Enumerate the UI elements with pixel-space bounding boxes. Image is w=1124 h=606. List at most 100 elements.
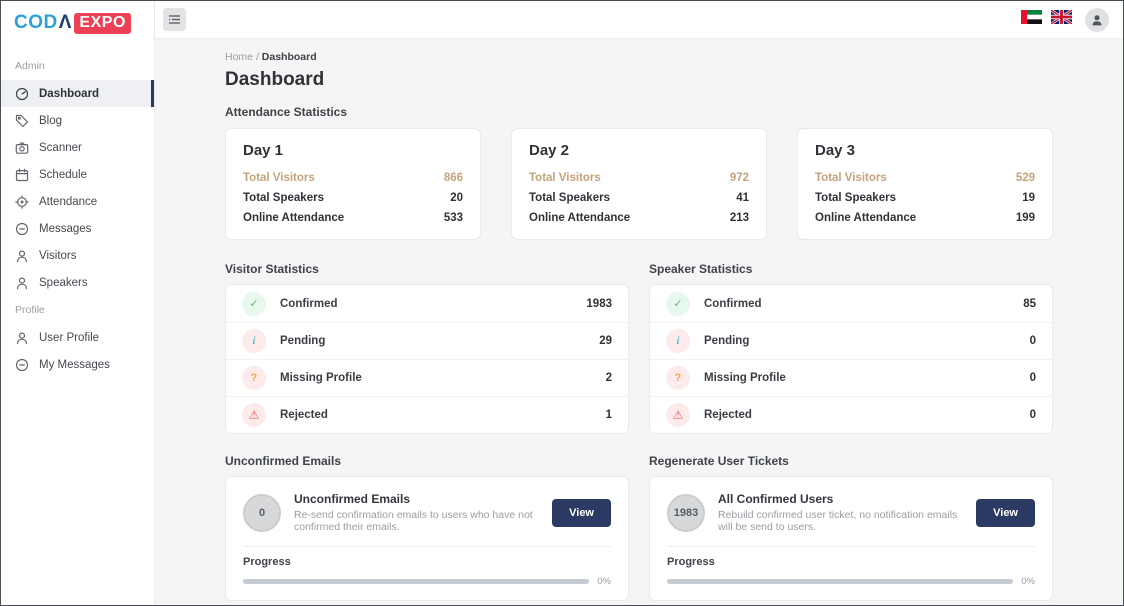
action-section: Unconfirmed Emails 0 Unconfirmed Emails … — [225, 454, 1053, 601]
sidebar-item-label: Visitors — [39, 249, 77, 262]
day-stat-label: Total Speakers — [815, 192, 896, 204]
progress-percent: 0% — [597, 576, 611, 587]
topbar-right — [1021, 7, 1109, 32]
stat-row-missing-profile: ? Missing Profile 2 — [226, 359, 628, 396]
stat-row-confirmed: ✓ Confirmed 1983 — [226, 285, 628, 322]
question-icon: ? — [242, 366, 266, 390]
logo-badge: EXPO — [74, 12, 131, 34]
action-card-title: All Confirmed Users — [718, 492, 834, 506]
topbar — [155, 1, 1123, 39]
sidebar-item-label: Scanner — [39, 141, 82, 154]
unconfirmed-emails-col: Unconfirmed Emails 0 Unconfirmed Emails … — [225, 454, 629, 601]
day-stat-label: Total Visitors — [529, 172, 601, 184]
sidebar-item-label: Schedule — [39, 168, 87, 181]
day-stat-value: 41 — [736, 192, 749, 204]
day-stat-label: Total Visitors — [815, 172, 887, 184]
progress-row: 0% — [243, 576, 611, 587]
day-card-2: Day 2 Total Visitors 972 Total Speakers … — [511, 128, 767, 240]
attendance-cards: Day 1 Total Visitors 866 Total Speakers … — [225, 128, 1053, 240]
progress-bar — [243, 579, 590, 584]
progress-section: Progress 0% — [243, 546, 611, 587]
sidebar-item-messages[interactable]: Messages — [1, 215, 154, 242]
day-stat-label: Total Speakers — [529, 192, 610, 204]
chat-icon — [15, 222, 29, 236]
attendance-heading: Attendance Statistics — [225, 105, 348, 119]
user-avatar[interactable] — [1085, 7, 1109, 32]
stat-value: 2 — [605, 372, 612, 384]
count-badge: 0 — [243, 493, 281, 532]
warning-icon: ⚠ — [242, 403, 266, 427]
speaker-statistics-col: Speaker Statistics ✓ Confirmed 85 i Pend… — [649, 262, 1053, 434]
stat-row-pending: i Pending 0 — [650, 322, 1052, 359]
stat-value: 0 — [1029, 335, 1036, 347]
sidebar-item-speakers[interactable]: Speakers — [1, 269, 154, 296]
day-stat-row: Online Attendance 213 — [529, 208, 749, 228]
crosshair-icon — [15, 194, 29, 209]
day-stat-value: 533 — [443, 212, 463, 224]
breadcrumb-separator: / — [255, 51, 259, 63]
day-stat-label: Online Attendance — [815, 212, 917, 224]
action-card-description: Re-send confirmation emails to users who… — [294, 509, 533, 533]
uk-flag-icon[interactable] — [1050, 8, 1073, 29]
day-stat-label: Online Attendance — [529, 212, 631, 224]
logo-text: COD — [14, 12, 58, 33]
sidebar-item-label: User Profile — [39, 331, 100, 344]
sidebar-item-visitors[interactable]: Visitors — [1, 242, 154, 269]
view-button[interactable]: View — [552, 498, 611, 527]
stat-label: Confirmed — [704, 297, 762, 310]
breadcrumb-home[interactable]: Home — [225, 51, 254, 63]
speaker-statistics-card: ✓ Confirmed 85 i Pending 0 ? Missing Pro… — [649, 284, 1053, 434]
day-stat-row: Total Speakers 20 — [243, 188, 463, 208]
day-card-title: Day 3 — [815, 142, 856, 159]
sidebar-item-schedule[interactable]: Schedule — [1, 161, 154, 188]
stat-label: Rejected — [280, 409, 328, 421]
unconfirmed-emails-card: 0 Unconfirmed Emails Re-send confirmatio… — [225, 476, 629, 601]
day-stat-value: 529 — [1015, 172, 1035, 184]
regenerate-tickets-heading: Regenerate User Tickets — [649, 454, 789, 468]
action-card-text: Unconfirmed Emails Re-send confirmation … — [294, 492, 540, 533]
day-stat-row: Total Visitors 529 — [815, 168, 1035, 188]
stat-label: Pending — [704, 335, 750, 347]
stat-row-rejected: ⚠ Rejected 0 — [650, 396, 1052, 433]
day-stat-row: Online Attendance 533 — [243, 208, 463, 228]
uae-flag-icon[interactable] — [1021, 10, 1042, 29]
person-icon — [15, 249, 29, 263]
progress-percent: 0% — [1021, 576, 1035, 587]
visitor-statistics-heading: Visitor Statistics — [225, 262, 319, 276]
person-icon — [1092, 14, 1102, 25]
stat-label: Missing Profile — [704, 372, 786, 384]
menu-toggle-button[interactable] — [163, 8, 186, 31]
sidebar-item-blog[interactable]: Blog — [1, 107, 154, 134]
logo-caret: Λ — [58, 12, 72, 33]
day-stat-value: 199 — [1015, 212, 1035, 224]
stat-row-rejected: ⚠ Rejected 1 — [226, 396, 628, 433]
sidebar-item-user-profile[interactable]: User Profile — [1, 324, 154, 351]
view-button[interactable]: View — [976, 498, 1035, 527]
day-stat-row: Total Visitors 972 — [529, 168, 749, 188]
day-stat-value: 20 — [450, 192, 463, 204]
sidebar-item-label: My Messages — [39, 358, 110, 371]
sidebar-item-scanner[interactable]: Scanner — [1, 134, 154, 161]
warning-icon: ⚠ — [666, 403, 690, 427]
stat-label: Missing Profile — [280, 372, 362, 384]
day-stat-row: Total Visitors 866 — [243, 168, 463, 188]
dashboard-icon — [15, 87, 29, 101]
brand-logo[interactable]: COD Λ EXPO — [1, 1, 154, 42]
day-stat-value: 866 — [443, 172, 463, 184]
sidebar-item-attendance[interactable]: Attendance — [1, 188, 154, 215]
sidebar-item-my-messages[interactable]: My Messages — [1, 351, 154, 378]
progress-section: Progress 0% — [667, 546, 1035, 587]
stat-value: 0 — [1029, 372, 1036, 384]
sidebar: COD Λ EXPO Admin Dashboard Blog Scanner S… — [1, 1, 155, 605]
day-stat-row: Total Speakers 41 — [529, 188, 749, 208]
page-title: Dashboard — [225, 69, 325, 90]
visitor-statistics-card: ✓ Confirmed 1983 i Pending 29 ? Missing … — [225, 284, 629, 434]
day-stat-value: 972 — [729, 172, 749, 184]
day-stat-label: Online Attendance — [243, 212, 345, 224]
regenerate-tickets-col: Regenerate User Tickets 1983 All Confirm… — [649, 454, 1053, 601]
stat-row-pending: i Pending 29 — [226, 322, 628, 359]
sidebar-item-dashboard[interactable]: Dashboard — [1, 80, 154, 107]
menu-toggle-icon — [169, 15, 180, 24]
person-icon — [15, 331, 29, 345]
